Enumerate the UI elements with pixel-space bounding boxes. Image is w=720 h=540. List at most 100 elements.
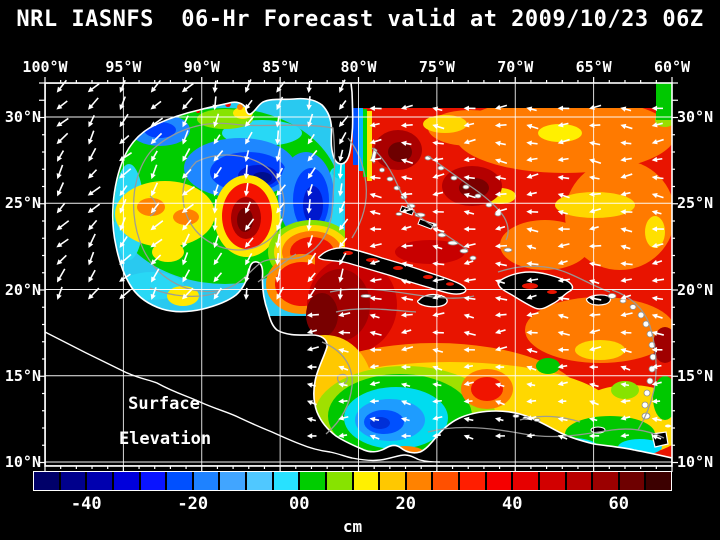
wind-vector (557, 122, 569, 128)
wind-vector (307, 272, 316, 283)
wind-vector (87, 203, 101, 213)
wind-vector (400, 382, 411, 388)
wind-vectors (56, 79, 665, 440)
wind-vector (57, 268, 66, 283)
wind-vector (56, 238, 69, 248)
wind-vector (150, 202, 160, 214)
wind-vector (589, 158, 602, 164)
wind-vector (339, 252, 347, 266)
wind-vector (494, 140, 506, 147)
wind-vector (275, 148, 281, 162)
wind-vector (337, 164, 344, 180)
lat-tick-label: 30°N (4, 108, 41, 126)
colorbar-cell (433, 472, 458, 490)
wind-vector (337, 288, 344, 300)
wind-vector (182, 252, 189, 266)
wind-vector (213, 166, 223, 179)
wind-vector (338, 432, 348, 439)
wind-vector (463, 242, 476, 249)
wind-vector (213, 134, 221, 145)
wind-vector (620, 140, 632, 146)
wind-vector (88, 269, 96, 283)
wind-vector (400, 158, 414, 164)
wind-vector (150, 132, 163, 145)
wind-vector (338, 365, 349, 371)
island-cuba (317, 247, 467, 295)
wind-vector (588, 243, 602, 249)
wind-vector (369, 226, 382, 232)
lat-tick-label: 25°N (4, 194, 41, 213)
variable-label-line1: Surface (128, 394, 200, 414)
wind-vector (150, 220, 164, 231)
wind-vector (119, 273, 131, 282)
colorbar-cell (513, 472, 538, 490)
wind-vector (557, 380, 568, 387)
wind-vector (620, 156, 632, 163)
wind-vector (306, 312, 319, 318)
wind-vector (620, 294, 632, 300)
wind-vector (56, 182, 65, 197)
wind-vector (400, 295, 414, 302)
wind-vector (463, 122, 475, 128)
wind-vector (151, 150, 158, 162)
wind-vector (369, 347, 382, 353)
wind-vector (620, 209, 633, 215)
lat-tick-label: 20°N (677, 280, 714, 299)
wind-vector (119, 253, 132, 265)
lon-tick-label: 80°W (340, 58, 377, 76)
wind-vector (276, 81, 286, 93)
wind-vector (369, 330, 382, 336)
colorbar-cell (326, 472, 352, 490)
wind-vector (338, 382, 348, 388)
wind-vector (150, 164, 158, 180)
wind-vector (369, 259, 380, 266)
wind-vector (651, 398, 661, 404)
wind-vector (400, 433, 411, 439)
lon-tick-label: 90°W (183, 58, 220, 76)
wind-vector (651, 105, 664, 111)
wind-vector (557, 226, 570, 232)
wind-vector (651, 380, 662, 387)
wind-vector (369, 242, 382, 249)
colorbar-cell (273, 472, 299, 490)
wind-vector (557, 398, 567, 404)
wind-vector (651, 226, 664, 232)
wind-vector (526, 209, 539, 215)
bahamas-bank-2 (417, 218, 435, 230)
wind-vector (306, 382, 316, 388)
wind-vector (369, 398, 379, 404)
plot-title: NRL IASNFS 06-Hr Forecast valid at 2009/… (16, 7, 704, 32)
wind-vector (494, 364, 505, 370)
wind-vector (181, 186, 195, 196)
wind-vector (432, 227, 445, 233)
wind-vector (494, 104, 508, 110)
wind-vector (306, 199, 312, 214)
wind-vector (275, 233, 281, 249)
wind-vector (400, 400, 411, 406)
wind-vector (589, 279, 600, 285)
data-void-strip (352, 83, 657, 108)
frame-ticks (39, 77, 678, 472)
wind-vector (56, 202, 66, 214)
wind-vector (87, 130, 95, 145)
wind-vector (213, 252, 223, 266)
wind-vector (463, 380, 474, 387)
wind-vector (494, 191, 507, 197)
colorbar-cell (167, 472, 192, 490)
wind-vector (307, 235, 314, 249)
lat-tick-label: 15°N (4, 366, 41, 385)
wind-vector (400, 208, 414, 214)
wind-vector (276, 202, 285, 214)
wind-vector (432, 365, 443, 371)
ocean-elevation-field (106, 83, 672, 466)
wind-vector (526, 191, 537, 197)
wind-vector (119, 151, 133, 162)
wind-vector (588, 364, 598, 370)
wind-vector (494, 328, 506, 335)
colorbar-cell (486, 472, 512, 490)
wind-vector (620, 173, 633, 179)
wind-vector (275, 252, 281, 266)
wind-vector (150, 287, 157, 300)
